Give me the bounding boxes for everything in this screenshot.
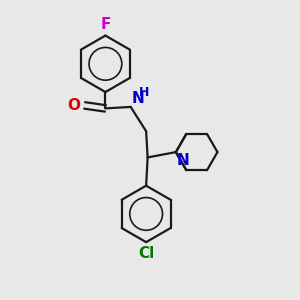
Text: N: N (176, 153, 189, 168)
Text: H: H (139, 85, 149, 99)
Text: N: N (131, 91, 144, 106)
Text: F: F (100, 17, 111, 32)
Text: O: O (67, 98, 80, 113)
Text: Cl: Cl (138, 246, 154, 261)
